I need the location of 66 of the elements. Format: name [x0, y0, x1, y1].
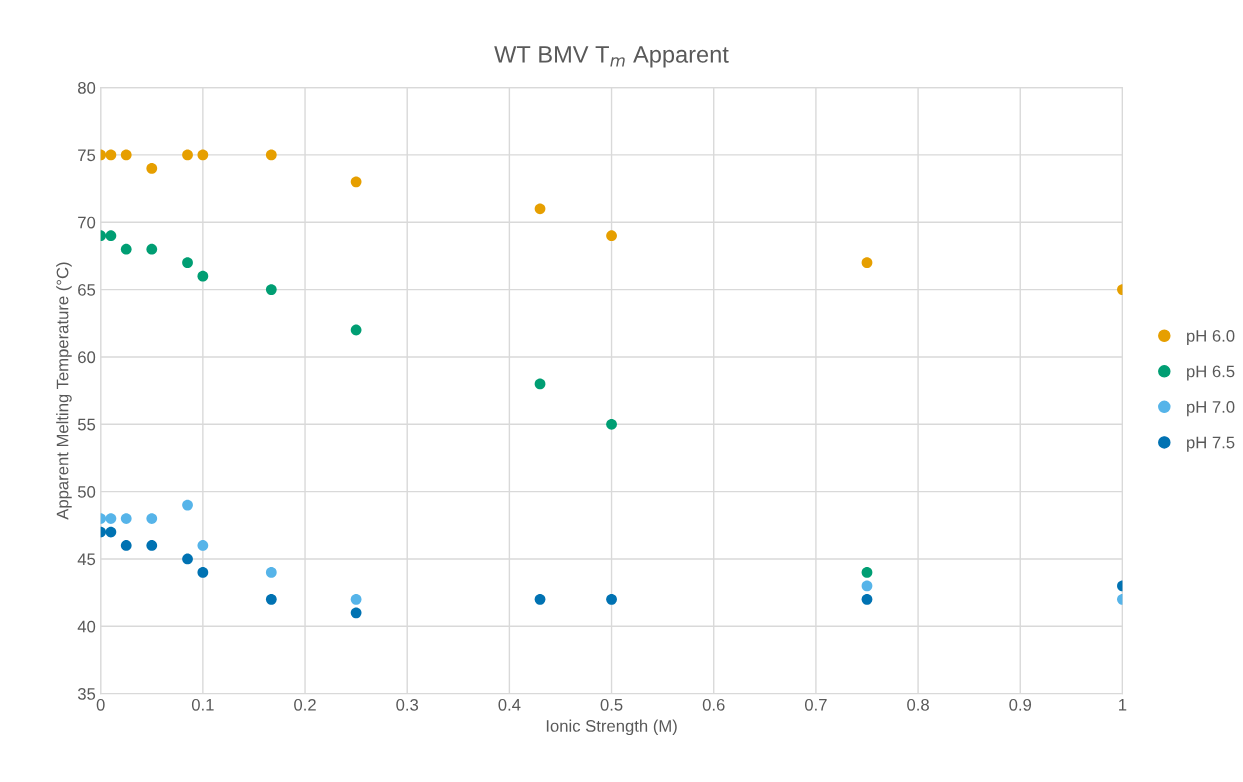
x-tick-label: 0.6 — [702, 698, 725, 711]
y-tick-label: 35 — [77, 688, 96, 700]
point — [606, 230, 617, 242]
point — [350, 324, 362, 336]
point — [265, 284, 277, 295]
point — [861, 593, 873, 605]
x-tick-label: 1 — [1119, 699, 1127, 711]
point — [606, 418, 617, 430]
x-tick-label: 0.5 — [600, 698, 623, 711]
point — [182, 257, 193, 269]
x-tick-label: 0.3 — [396, 698, 419, 711]
y-tick-label: 60 — [78, 351, 96, 364]
legend-label: pH 6.0 — [1187, 329, 1235, 346]
point — [146, 540, 158, 551]
point — [197, 567, 209, 578]
chart-title: WT BMV T$_{m}$ Apparent — [494, 46, 729, 68]
point — [105, 230, 117, 242]
point — [534, 203, 546, 215]
y-tick-label: 45 — [77, 553, 96, 566]
point — [182, 149, 193, 161]
x-tick-label: 0.1 — [191, 698, 214, 711]
legend-label: pH 7.0 — [1187, 401, 1235, 417]
point — [265, 593, 277, 605]
y-tick-label: 75 — [78, 149, 96, 162]
legend-label: pH 6.5 — [1187, 365, 1235, 381]
point — [534, 378, 546, 390]
point — [197, 149, 209, 161]
point — [182, 553, 193, 565]
point — [534, 593, 546, 605]
y-axis-title: Apparent Melting Temperature (°C) — [56, 262, 72, 520]
y-tick-label: 50 — [77, 486, 96, 498]
point — [350, 593, 362, 605]
point — [120, 243, 132, 255]
point — [146, 243, 158, 255]
point — [146, 163, 158, 174]
y-tick-label: 55 — [77, 418, 96, 431]
point — [182, 499, 193, 511]
point — [861, 257, 873, 269]
point — [265, 567, 277, 578]
y-tick-label: 80 — [78, 81, 96, 94]
point — [120, 149, 132, 161]
point — [265, 149, 277, 161]
x-tick-label: 0.8 — [907, 698, 929, 711]
y-tick-label: 65 — [78, 284, 96, 296]
point — [120, 513, 132, 524]
point — [105, 513, 117, 524]
x-axis-title: Ionic Strength (M) — [546, 719, 677, 736]
point — [606, 593, 617, 605]
y-tick-label: 40 — [77, 620, 96, 633]
x-tick-label: 0.7 — [804, 698, 827, 711]
y-tick-label: 70 — [78, 216, 96, 229]
point — [350, 176, 362, 188]
point — [146, 513, 158, 524]
point — [105, 149, 117, 161]
point — [861, 580, 873, 592]
legend-label: pH 7.5 — [1187, 436, 1235, 452]
point — [120, 540, 132, 551]
x-tick-label: 0.9 — [1009, 698, 1032, 711]
point — [105, 526, 117, 538]
point — [197, 540, 209, 551]
x-tick-label: 0.2 — [294, 698, 316, 711]
x-tick-label: 0 — [96, 698, 105, 711]
point — [197, 270, 209, 282]
point — [350, 607, 362, 619]
point — [861, 567, 873, 578]
x-tick-label: 0.4 — [498, 698, 521, 711]
